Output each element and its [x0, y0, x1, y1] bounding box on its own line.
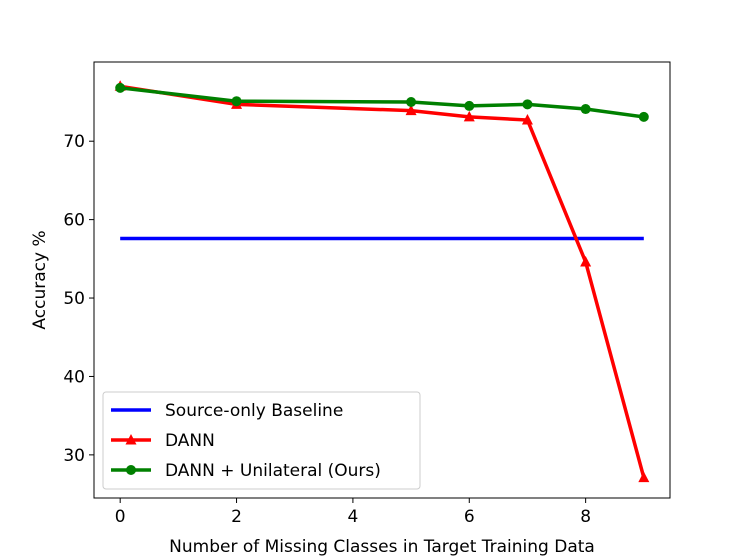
- y-tick-label: 60: [63, 211, 85, 231]
- marker: [115, 82, 126, 93]
- marker: [125, 434, 137, 445]
- marker: [638, 111, 649, 122]
- line: [119, 86, 645, 119]
- y-tick-label: 50: [63, 289, 85, 309]
- marker: [521, 114, 533, 125]
- marker: [580, 255, 592, 267]
- marker: [405, 104, 417, 116]
- x-tick-label: 8: [580, 507, 591, 527]
- x-tick-label: 4: [347, 507, 358, 527]
- x-tick-label: 2: [231, 507, 242, 527]
- x-tick-label: 6: [464, 507, 475, 527]
- x-axis-label: Number of Missing Classes in Target Trai…: [169, 537, 595, 557]
- plot-frame: [93, 61, 671, 499]
- marker: [463, 110, 475, 122]
- y-tick-label: 30: [63, 446, 85, 466]
- marker: [580, 104, 591, 115]
- marker: [406, 96, 417, 107]
- marker: [126, 465, 136, 475]
- marker: [231, 96, 242, 107]
- legend-label: DANN: [165, 431, 215, 451]
- marker: [464, 100, 475, 111]
- y-axis-label: Accuracy %: [30, 230, 50, 329]
- x-tick-label: 0: [115, 507, 126, 527]
- legend-box: [102, 391, 421, 490]
- legend-label: DANN + Unilateral (Ours): [165, 461, 381, 481]
- marker: [522, 99, 533, 110]
- marker: [638, 471, 650, 483]
- y-tick-label: 40: [63, 367, 85, 387]
- y-tick-label: 70: [63, 132, 85, 152]
- legend-label: Source-only Baseline: [165, 401, 343, 421]
